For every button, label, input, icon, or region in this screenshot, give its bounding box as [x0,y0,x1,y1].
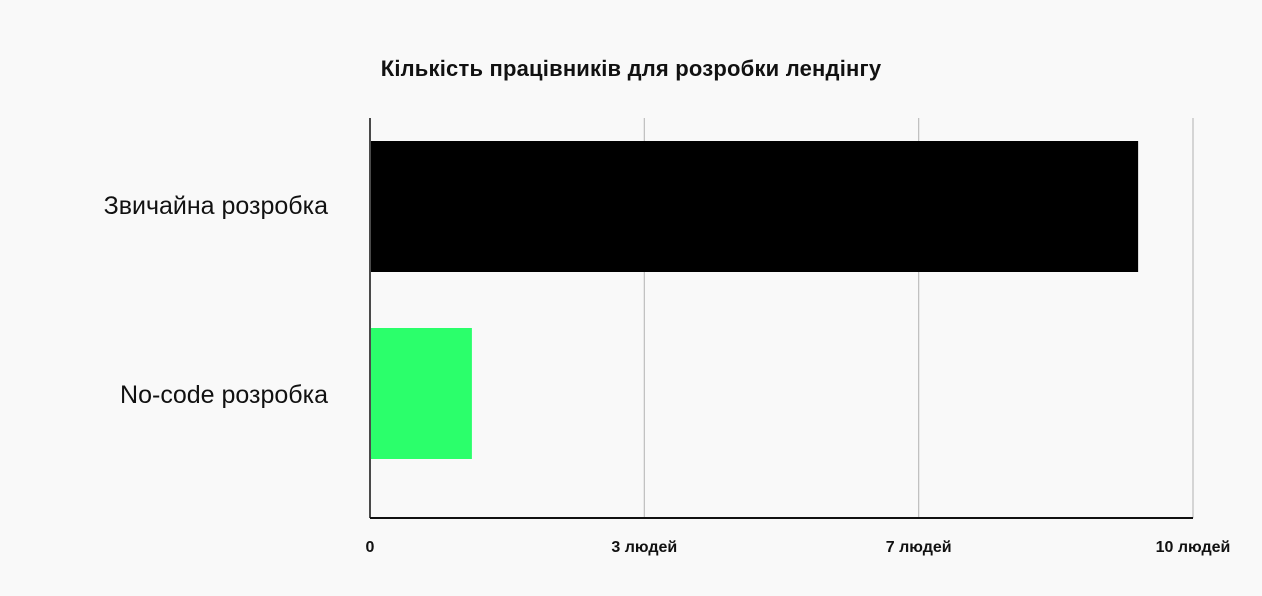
bar [371,328,472,459]
chart-title: Кількість працівників для розробки ленді… [380,56,882,81]
category-label: Звичайна розробка [103,192,328,220]
x-tick-label: 7 людей [885,539,952,556]
bar [371,141,1139,272]
x-tick-label: 3 людей [611,539,678,556]
x-tick-label: 10 людей [1155,539,1231,556]
bars [371,141,1139,459]
x-tick-label: 0 [365,539,375,556]
category-label: No-code розробка [120,381,328,409]
